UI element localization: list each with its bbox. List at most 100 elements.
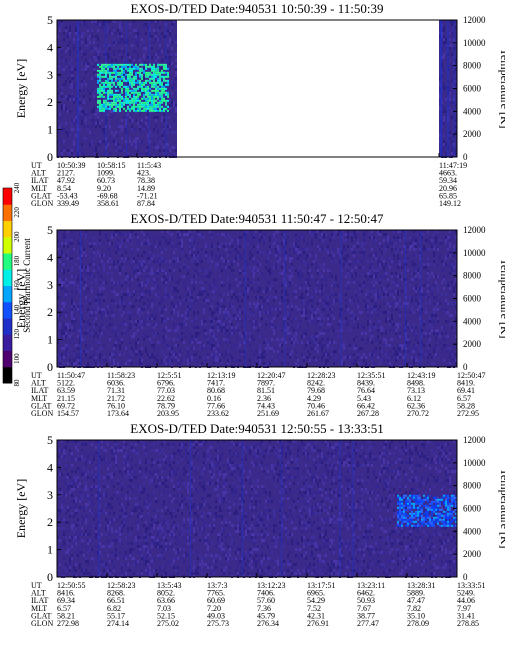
hot-cell [111,93,113,96]
spectrogram-cell [317,269,319,272]
spectrogram-cell [199,269,201,272]
spectrogram-cell [293,317,295,320]
spectrogram-cell [135,35,137,38]
spectrogram-cell [219,245,221,248]
spectrogram-cell [403,236,405,239]
spectrogram-cell [413,254,415,257]
spectrogram-cell [215,266,217,269]
spectrogram-cell [57,53,59,56]
spectrogram-cell [197,326,199,329]
spectrogram-cell [225,338,227,341]
x-tick-value: 149.12 [439,199,461,208]
spectrogram-cell [353,278,355,281]
spectrogram-cell [83,332,85,335]
spectrogram-cell [223,293,225,296]
spectrogram-cell [195,236,197,239]
spectrogram-cell [125,332,127,335]
spectrogram-cell [123,308,125,311]
spectrogram-cell [145,50,147,53]
spectrogram-cell [231,332,233,335]
spectrogram-cell [263,275,265,278]
spectrogram-cell [201,287,203,290]
spectrogram-cell [181,314,183,317]
spectrogram-cell [397,284,399,287]
spectrogram-cell [355,266,357,269]
spectrogram-cell [107,287,109,290]
spectrogram-cell [221,251,223,254]
spectrogram-cell [81,113,83,116]
hot-cell [161,71,163,74]
spectrogram-cell [89,59,91,62]
spectrogram-cell [203,290,205,293]
spectrogram-cell [423,332,425,335]
hot-cell [149,91,151,94]
spectrogram-cell [275,263,277,266]
spectrogram-cell [75,356,77,359]
spectrogram-cell [363,242,365,245]
spectrogram-cell [99,143,101,146]
spectrogram-cell [407,302,409,305]
hot-cell [157,85,159,88]
spectrogram-cell [319,236,321,239]
hot-cell [153,85,155,88]
spectrogram-cell [143,41,145,44]
hot-cell [151,107,153,110]
spectrogram-cell [365,302,367,305]
spectrogram-cell [247,239,249,242]
spectrogram-cell [447,80,449,83]
hot-cell [145,89,147,92]
spectrogram-cell [175,68,177,71]
spectrogram-cell [93,257,95,260]
spectrogram-cell [111,314,113,317]
spectrogram-cell [209,266,211,269]
spectrogram-cell [215,263,217,266]
spectrogram-cell [97,299,99,302]
spectrogram-cell [399,299,401,302]
spectrogram-cell [259,233,261,236]
hot-cell [131,63,133,66]
spectrogram-cell [83,269,85,272]
spectrogram-cell [79,23,81,26]
hot-cell [115,79,117,82]
spectrogram-cell [171,92,173,95]
spectrogram-cell [119,149,121,152]
spectrogram-cell [95,20,97,23]
spectrogram-cell [103,287,105,290]
spectrogram-cell [383,275,385,278]
spectrogram-cell [173,326,175,329]
spectrogram-cell [247,263,249,266]
spectrogram-cell [301,302,303,305]
spectrogram-cell [271,320,273,323]
spectrogram-cell [271,326,273,329]
spectrogram-cell [411,302,413,305]
spectrogram-cell [193,251,195,254]
spectrogram-cell [105,359,107,362]
spectrogram-cell [227,254,229,257]
spectrogram-cell [205,254,207,257]
spectrogram-cell [115,32,117,35]
spectrogram-cell [347,287,349,290]
spectrogram-cell [121,47,123,50]
spectrogram-cell [117,92,119,95]
hot-cell [153,71,155,74]
hot-cell [137,105,139,108]
spectrogram-cell [331,251,333,254]
spectrogram-cell [61,104,63,107]
spectrogram-cell [75,68,77,71]
spectrogram-cell [119,344,121,347]
spectrogram-cell [71,83,73,86]
spectrogram-cell [431,245,433,248]
spectrogram-cell [205,245,207,248]
spectrogram-cell [257,329,259,332]
spectrogram-cell [133,20,135,23]
spectrogram-cell [379,320,381,323]
spectrogram-cell [149,302,151,305]
hot-cell [99,103,101,106]
spectrogram-cell [77,275,79,278]
spectrogram-cell [391,239,393,242]
spectrogram-cell [177,233,179,236]
spectrogram-cell [129,230,131,233]
spectrogram-cell [165,296,167,299]
spectrogram-cell [397,344,399,347]
spectrogram-cell [351,296,353,299]
